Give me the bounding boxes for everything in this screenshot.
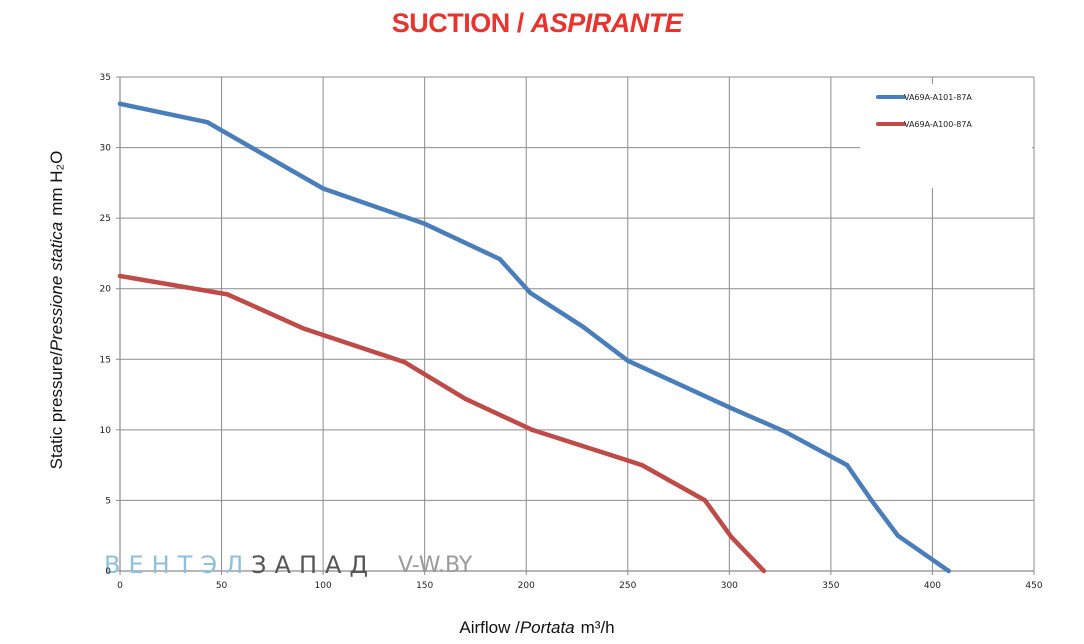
data-point (402, 359, 407, 365)
x-tick-label: 300 (721, 581, 738, 591)
watermark-part1: ВЕНТЭЛ (104, 551, 251, 579)
data-point (530, 427, 535, 433)
data-point (702, 498, 708, 503)
data-point (946, 568, 951, 574)
x-tick-label: 400 (924, 581, 941, 591)
watermark-part2: ЗАПАД (251, 551, 376, 579)
data-point (117, 273, 123, 279)
data-point (205, 120, 210, 125)
x-tick-label: 200 (518, 581, 535, 591)
watermark-site: V-W.BY (398, 553, 473, 578)
legend-label-1: VA69A-A101-87A (904, 93, 972, 102)
legend-label-2: VA69A-A100-87A (904, 120, 972, 129)
legend-box (860, 84, 1032, 188)
y-tick-label: 15 (100, 355, 111, 365)
y-axis-label: Static pressure/Pressione statica mm H₂O (47, 151, 66, 470)
series-line-1 (117, 101, 951, 574)
legend: VA69A-A101-87A VA69A-A100-87A (860, 84, 1032, 188)
data-point (117, 101, 123, 107)
x-tick-label: 0 (117, 581, 123, 591)
data-point (528, 290, 533, 296)
watermark: ВЕНТЭЛЗАПАД V-W.BY (104, 551, 473, 579)
watermark-text: ВЕНТЭЛЗАПАД (104, 551, 376, 579)
x-tick-label: 50 (216, 581, 228, 591)
y-axis-label-unit: mm H₂O (47, 151, 66, 216)
y-tick-label: 25 (100, 214, 111, 224)
y-axis-label-main: Static pressure/ (47, 351, 66, 469)
data-point (844, 462, 850, 468)
data-point (727, 405, 732, 410)
data-point (320, 186, 326, 191)
series-line-2 (117, 273, 767, 574)
y-tick-label: 30 (100, 144, 112, 154)
x-axis-label-main: Airflow / (459, 618, 520, 637)
y-tick-label: 20 (100, 285, 112, 295)
x-axis-label: Airflow /Portata m³/h (459, 618, 614, 637)
x-tick-label: 150 (416, 581, 433, 591)
data-point (729, 534, 734, 540)
data-point (625, 358, 630, 363)
chart-title: SUCTION / ASPIRANTE (0, 8, 1074, 39)
data-point (639, 462, 645, 468)
x-tick-label: 450 (1025, 581, 1042, 591)
data-point (225, 292, 230, 297)
series-group (117, 101, 951, 574)
data-point (463, 396, 468, 401)
x-axis-label-unit: m³/h (581, 618, 615, 637)
data-point (422, 221, 427, 226)
data-point (782, 429, 787, 434)
y-axis-label-italic: Pressione statica (47, 222, 66, 351)
x-tick-label: 250 (619, 581, 636, 591)
chart-title-italic: ASPIRANTE (530, 8, 683, 38)
x-tick-label: 100 (315, 581, 332, 591)
data-point (497, 256, 502, 262)
x-tick-label: 350 (822, 581, 839, 591)
data-point (300, 326, 305, 331)
tick-labels: 0 50 100 150 200 250 300 350 400 450 0 5 10 15 20 25 30 3… (100, 73, 1043, 591)
y-tick-label: 5 (105, 496, 111, 506)
chart-title-main: SUCTION / (391, 8, 525, 38)
y-tick-label: 10 (100, 426, 112, 436)
y-tick-label: 0 (105, 567, 111, 577)
data-point (895, 533, 901, 538)
data-point (761, 568, 767, 574)
x-axis-label-italic: Portata (520, 618, 575, 637)
data-point (580, 324, 586, 329)
data-point (869, 498, 874, 503)
y-tick-label: 35 (100, 73, 111, 83)
